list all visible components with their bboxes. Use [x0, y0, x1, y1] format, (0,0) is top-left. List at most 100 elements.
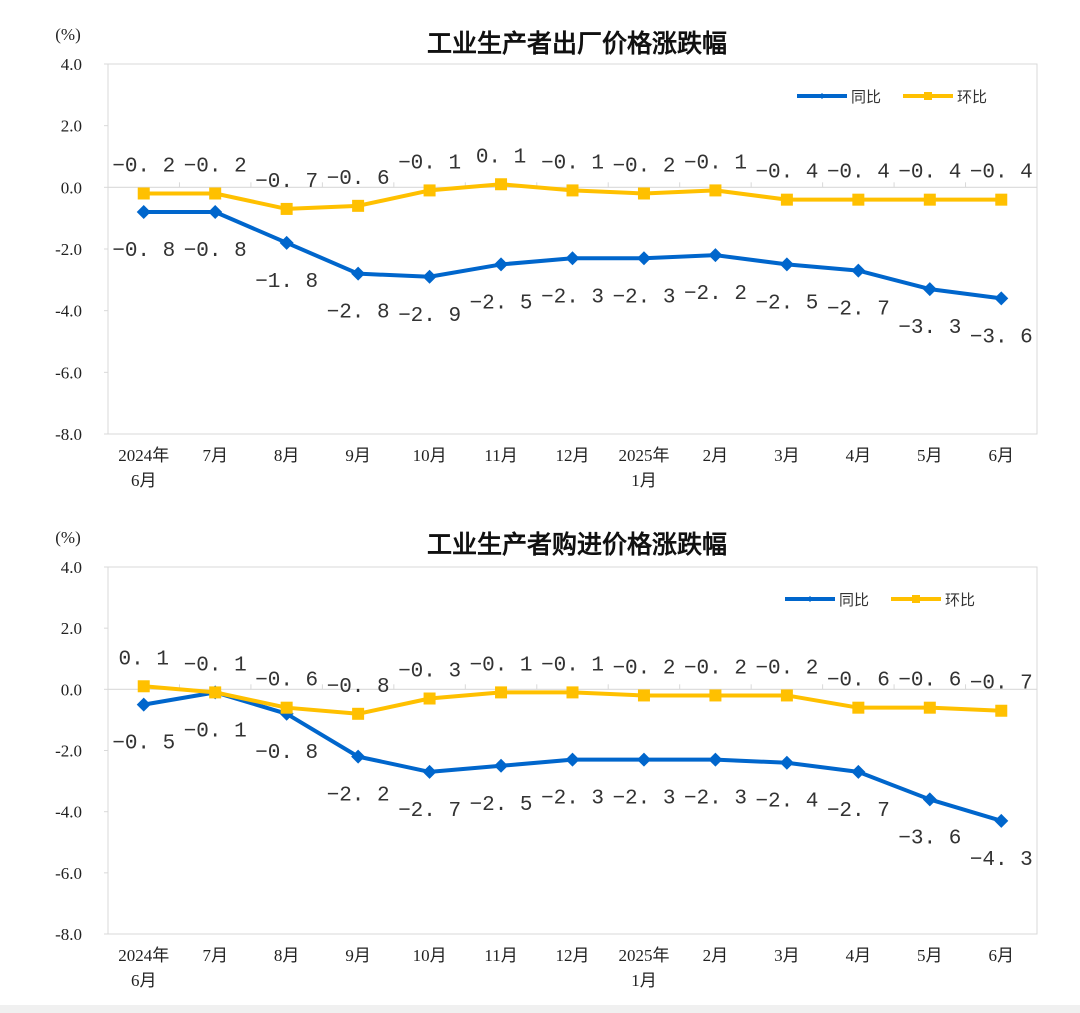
x-tick-label: 2月	[703, 946, 729, 965]
data-label-mom: 0. 1	[476, 146, 526, 169]
data-label-yoy: −3. 6	[970, 326, 1033, 349]
y-tick-label: -6.0	[55, 864, 82, 883]
x-tick-label: 5月	[917, 946, 943, 965]
data-label-mom: −0. 1	[184, 654, 247, 677]
x-tick-label: 4月	[846, 446, 872, 465]
data-label-yoy: −2. 5	[470, 794, 533, 817]
data-point-yoy	[136, 697, 151, 712]
legend-label-yoy: 同比	[851, 88, 881, 106]
data-point-yoy	[708, 752, 723, 767]
x-tick-label: 11月	[484, 446, 517, 465]
y-tick-label: -8.0	[55, 925, 82, 944]
data-point-mom	[423, 184, 436, 197]
data-label-mom: −0. 2	[612, 156, 675, 179]
legend-marker-yoy	[807, 596, 813, 602]
data-label-yoy: −2. 8	[327, 302, 390, 325]
x-tick-label: 3月	[774, 946, 800, 965]
data-point-mom	[637, 187, 650, 200]
legend: 同比 环比	[785, 591, 975, 609]
data-label-mom: −0. 2	[755, 657, 818, 680]
data-point-mom	[566, 686, 579, 699]
data-point-mom	[780, 193, 793, 206]
data-point-mom	[137, 187, 150, 200]
data-label-yoy: −1. 8	[255, 271, 318, 294]
data-label-mom: −0. 6	[327, 168, 390, 191]
data-label-mom: −0. 1	[398, 152, 461, 175]
y-tick-label: -4.0	[55, 302, 82, 321]
x-tick-label: 9月	[345, 446, 371, 465]
y-tick-label: 4.0	[61, 55, 82, 74]
x-tick-label: 2025年	[618, 946, 669, 965]
data-label-yoy: −3. 3	[898, 317, 961, 340]
x-tick-label: 7月	[202, 446, 228, 465]
data-label-yoy: −2. 3	[612, 788, 675, 811]
data-point-mom	[209, 686, 222, 699]
legend-marker-mom	[912, 595, 920, 603]
data-point-mom	[209, 187, 222, 200]
data-point-mom	[352, 707, 365, 720]
x-tick-label: 2024年	[118, 446, 169, 465]
data-point-yoy	[565, 251, 580, 266]
x-tick-label: 12月	[556, 946, 590, 965]
data-point-mom	[923, 193, 936, 206]
x-tick-label: 8月	[274, 946, 300, 965]
data-label-yoy: −2. 3	[541, 788, 604, 811]
data-label-mom: −0. 2	[612, 657, 675, 680]
data-point-yoy	[494, 758, 509, 773]
data-label-yoy: −2. 3	[541, 286, 604, 309]
y-axis-unit: (%)	[55, 528, 80, 547]
data-label-yoy: −2. 4	[755, 791, 818, 814]
data-label-mom: −0. 3	[398, 661, 461, 684]
x-tick-label: 6月	[989, 946, 1015, 965]
data-point-mom	[709, 184, 722, 197]
y-tick-label: 2.0	[61, 117, 82, 136]
data-label-yoy: −0. 8	[112, 240, 175, 263]
x-tick-label: 11月	[484, 946, 517, 965]
chart-title: 工业生产者购进价格涨跌幅	[427, 530, 727, 559]
data-label-yoy: −4. 3	[970, 849, 1033, 872]
data-label-yoy: −0. 8	[184, 240, 247, 263]
y-tick-label: 0.0	[61, 178, 82, 197]
y-tick-label: -2.0	[55, 240, 82, 259]
x-tick-label: 8月	[274, 446, 300, 465]
x-tick-label: 10月	[413, 446, 447, 465]
y-tick-label: 2.0	[61, 619, 82, 638]
data-point-yoy	[279, 235, 294, 250]
x-tick-label: 10月	[413, 946, 447, 965]
data-point-mom	[495, 178, 508, 191]
footer-strip	[0, 1005, 1080, 1013]
data-label-yoy: −2. 3	[684, 788, 747, 811]
data-label-mom: −0. 6	[898, 670, 961, 693]
data-point-yoy	[351, 266, 366, 281]
x-tick-label: 5月	[917, 446, 943, 465]
data-label-mom: −0. 2	[684, 657, 747, 680]
x-tick-label: 6月	[131, 971, 157, 990]
data-point-mom	[137, 680, 150, 693]
data-label-mom: −0. 6	[255, 670, 318, 693]
data-point-mom	[423, 692, 436, 705]
data-label-mom: −0. 8	[327, 676, 390, 699]
data-label-yoy: −2. 2	[327, 785, 390, 808]
legend: 同比 环比	[797, 88, 987, 106]
y-axis-unit: (%)	[55, 25, 80, 44]
data-label-mom: −0. 1	[541, 152, 604, 175]
legend-marker-yoy	[819, 93, 825, 99]
data-label-mom: −0. 1	[684, 152, 747, 175]
data-point-mom	[995, 193, 1008, 206]
x-tick-label: 1月	[631, 471, 657, 490]
data-label-mom: −0. 7	[970, 673, 1033, 696]
data-point-mom	[566, 184, 579, 197]
data-label-mom: −0. 2	[112, 156, 175, 179]
data-point-yoy	[922, 792, 937, 807]
chart-2: 工业生产者购进价格涨跌幅 (%) 4.0 2.0 0.0 -2.0 -4.0 -6.0 -8.0…	[55, 528, 1038, 990]
data-label-yoy: −2. 7	[827, 299, 890, 322]
data-label-yoy: −2. 2	[684, 283, 747, 306]
data-point-yoy	[994, 813, 1009, 828]
y-tick-label: -2.0	[55, 742, 82, 761]
data-label-yoy: −2. 5	[470, 292, 533, 315]
data-label-mom: −0. 4	[827, 162, 890, 185]
legend-marker-mom	[924, 92, 932, 100]
data-point-yoy	[779, 755, 794, 770]
data-label-mom: −0. 4	[970, 162, 1033, 185]
x-tick-label: 12月	[556, 446, 590, 465]
